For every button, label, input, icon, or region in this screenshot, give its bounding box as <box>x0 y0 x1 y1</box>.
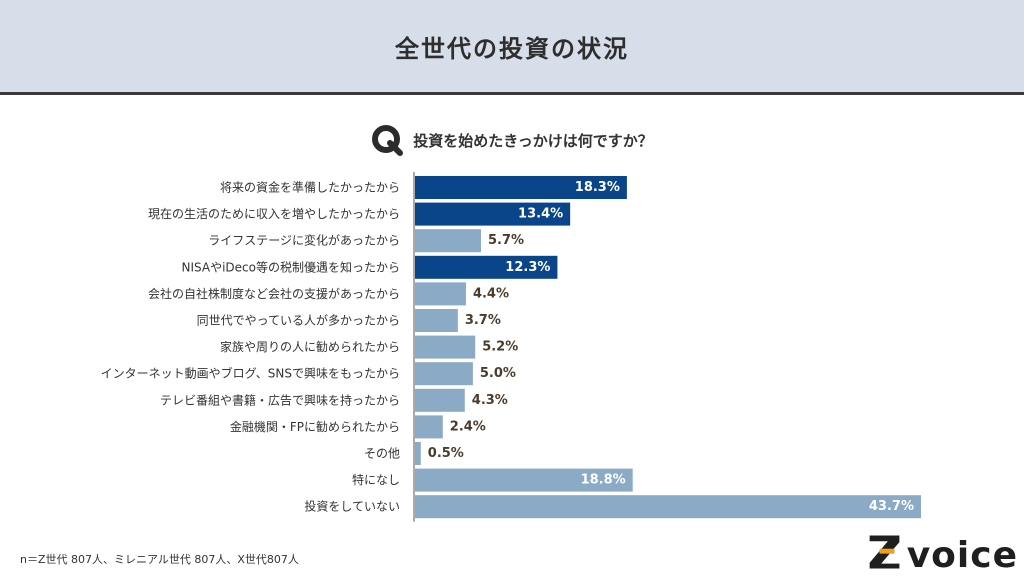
bar-value-label: 12.3% <box>505 260 550 275</box>
bar-value-label: 43.7% <box>869 499 914 514</box>
category-label: 会社の自社株制度など会社の支援があったから <box>148 286 400 301</box>
bar-value-label: 3.7% <box>465 313 501 328</box>
category-label: インターネット動画やブログ、SNSで興味をもったから <box>101 366 400 381</box>
bar-value-label: 5.2% <box>482 340 518 355</box>
category-label: 金融機関・FPに勧められたから <box>230 419 400 434</box>
bar-value-label: 4.4% <box>473 286 509 301</box>
bar <box>415 229 481 253</box>
category-label: 将来の資金を準備したかったから <box>220 180 400 195</box>
zvoice-logo: voice <box>868 530 1018 574</box>
bar <box>415 176 627 199</box>
bar <box>415 495 921 519</box>
category-label: 特になし <box>352 472 400 487</box>
bar-value-label: 5.0% <box>480 366 516 381</box>
bar <box>415 362 473 386</box>
category-label: テレビ番組や書籍・広告で興味を持ったから <box>160 392 400 407</box>
question-row: 投資を始めたきっかけは何ですか？ <box>0 122 1024 158</box>
category-label: 投資をしていない <box>304 499 400 514</box>
question-text: 投資を始めたきっかけは何ですか？ <box>413 131 653 150</box>
logo-wordmark: voice <box>906 535 1018 576</box>
category-label: その他 <box>364 447 400 461</box>
sample-size-note: n＝Z世代 807人、ミレニアル世代 807人、X世代807人 <box>20 553 299 566</box>
bar-value-label: 4.3% <box>472 393 508 408</box>
bar <box>415 442 421 465</box>
bar <box>415 468 633 492</box>
bar-value-label: 5.7% <box>488 233 524 248</box>
category-label: 同世代でやっている人が多かったから <box>197 313 400 328</box>
bar <box>415 282 466 306</box>
bar <box>415 415 443 439</box>
category-label: 家族や周りの人に勧められたから <box>220 339 400 354</box>
category-label: ライフステージに変化があったから <box>208 233 400 248</box>
bar-value-label: 18.8% <box>581 473 626 488</box>
category-label: 現在の生活のために収入を増やしたかったから <box>148 207 400 221</box>
page-title: 全世代の投資の状況 <box>395 34 629 63</box>
bar <box>415 388 465 412</box>
bar <box>415 202 571 226</box>
category-label: NISAやiDeco等の税制優遇を知ったから <box>182 260 400 274</box>
bar-chart: 将来の資金を準備したかったから 18.3% 現在の生活のために収入を増やしたかったか… <box>101 172 921 522</box>
bar <box>415 335 476 359</box>
question-q-icon <box>372 125 404 156</box>
bar <box>415 255 558 279</box>
bar <box>415 309 458 332</box>
z-logo-icon <box>869 535 900 569</box>
bar-value-label: 18.3% <box>575 180 620 195</box>
bar-value-label: 2.4% <box>450 419 486 434</box>
header-banner: 全世代の投資の状況 <box>0 0 1024 95</box>
bar-value-label: 13.4% <box>518 207 563 222</box>
bar-value-label: 0.5% <box>428 446 464 461</box>
